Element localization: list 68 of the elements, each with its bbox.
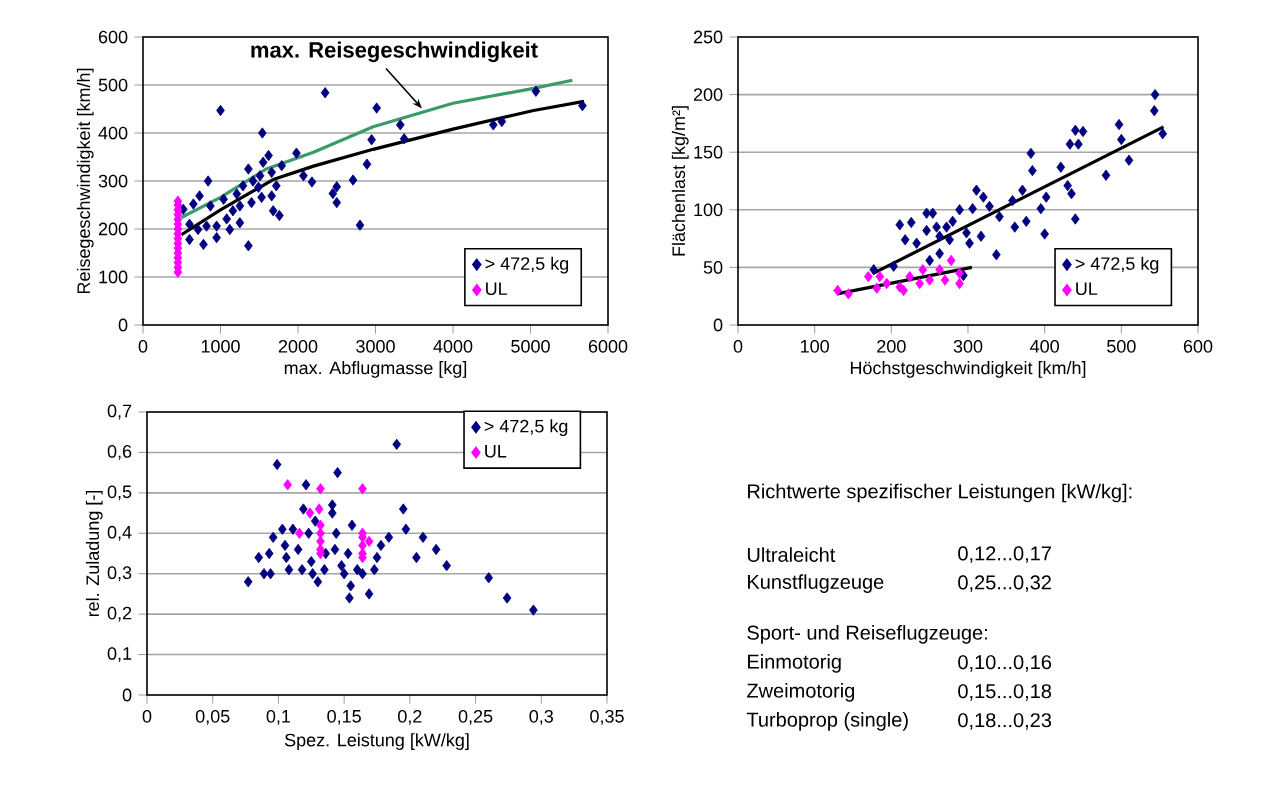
x-tick-label: 500 bbox=[1107, 339, 1136, 353]
x-tick-label: 0,35 bbox=[590, 709, 624, 725]
x-tick-label: 3000 bbox=[356, 339, 395, 353]
y-tick-label: 0 bbox=[118, 318, 128, 332]
legend-label: UL bbox=[1076, 282, 1098, 296]
text: Turboprop (single) bbox=[746, 712, 908, 731]
legend-label: > 472,5 kg bbox=[1075, 256, 1159, 274]
annotation: max. Reisegeschwindigkeit bbox=[251, 41, 538, 63]
y-tick-label: 200 bbox=[693, 88, 723, 101]
x-axis-title: Spez. Leistung [kW/kg] bbox=[284, 733, 469, 750]
text: 0,12...0,17 bbox=[958, 546, 1051, 563]
text: Richtwerte spezifischer Leistungen [kW/kg]: bbox=[748, 483, 1132, 503]
x-tick-label: 0 bbox=[142, 709, 152, 723]
x-tick-label: 400 bbox=[1030, 339, 1059, 353]
x-tick-label: 0,05 bbox=[195, 709, 230, 725]
x-tick-label: 0,15 bbox=[327, 709, 361, 725]
x-tick-label: 0 bbox=[733, 339, 743, 353]
y-tick-label: 0,3 bbox=[107, 566, 132, 582]
y-tick-label: 0,6 bbox=[107, 445, 132, 460]
y-tick-label: 0,5 bbox=[107, 485, 132, 501]
y-tick-label: 0,7 bbox=[107, 404, 132, 420]
y-tick-label: 400 bbox=[98, 126, 128, 140]
y-tick-label: 0,4 bbox=[107, 525, 132, 541]
x-tick-label: 600 bbox=[1183, 339, 1213, 353]
y-tick-label: 150 bbox=[694, 145, 723, 159]
legend-label: UL bbox=[486, 282, 508, 296]
text: 0,18...0,23 bbox=[958, 713, 1052, 730]
x-tick-label: 200 bbox=[877, 339, 906, 353]
y-tick-label: 0 bbox=[713, 318, 723, 332]
y-axis-title: Flächenlast [kg/m²] bbox=[671, 106, 689, 256]
x-tick-label: 5000 bbox=[511, 339, 550, 353]
y-tick-label: 500 bbox=[98, 78, 128, 92]
x-tick-label: 2000 bbox=[278, 339, 318, 353]
legend-label: > 472,5 kg bbox=[485, 256, 569, 274]
text: Zweimotorig bbox=[747, 683, 855, 702]
y-tick-label: 100 bbox=[99, 270, 128, 284]
y-tick-label: 0,2 bbox=[107, 606, 132, 622]
y-tick-label: 50 bbox=[703, 261, 723, 274]
text: 0,10...0,16 bbox=[958, 655, 1052, 672]
x-tick-label: 100 bbox=[801, 339, 829, 353]
y-tick-label: 0,1 bbox=[107, 647, 132, 662]
y-axis-title: Reisegeschwindigkeit [km/h] bbox=[76, 68, 94, 294]
y-tick-label: 600 bbox=[98, 30, 128, 44]
text: Einmotorig bbox=[748, 654, 841, 673]
y-tick-label: 100 bbox=[694, 203, 723, 217]
x-tick-label: 4000 bbox=[433, 339, 473, 353]
y-tick-label: 0 bbox=[122, 688, 132, 702]
text: Sport- und Reiseflugzeuge: bbox=[747, 625, 987, 644]
x-tick-label: 0,25 bbox=[458, 709, 493, 725]
x-tick-label: 0,1 bbox=[266, 709, 291, 725]
text: 0,25...0,32 bbox=[958, 575, 1051, 592]
y-tick-label: 200 bbox=[98, 222, 128, 236]
text: 0,15...0,18 bbox=[958, 684, 1052, 701]
x-tick-label: 0 bbox=[138, 339, 148, 353]
x-tick-label: 300 bbox=[953, 339, 983, 353]
y-tick-label: 250 bbox=[693, 30, 723, 44]
x-axis-title: max. Abflugmasse [kg] bbox=[284, 361, 467, 378]
legend-label: UL bbox=[485, 445, 507, 458]
y-tick-label: 300 bbox=[98, 174, 128, 188]
text: Ultraleicht bbox=[747, 547, 836, 562]
text: Kunstflugzeuge bbox=[748, 574, 884, 593]
x-tick-label: 1000 bbox=[201, 339, 240, 353]
x-tick-label: 0,3 bbox=[529, 709, 554, 725]
legend-label: > 472,5 kg bbox=[484, 419, 568, 437]
y-axis-title: rel. Zuladung [-] bbox=[85, 490, 103, 617]
x-tick-label: 6000 bbox=[588, 339, 628, 353]
x-tick-label: 0,2 bbox=[398, 709, 422, 725]
x-axis-title: Höchstgeschwindigkeit [km/h] bbox=[850, 361, 1086, 378]
